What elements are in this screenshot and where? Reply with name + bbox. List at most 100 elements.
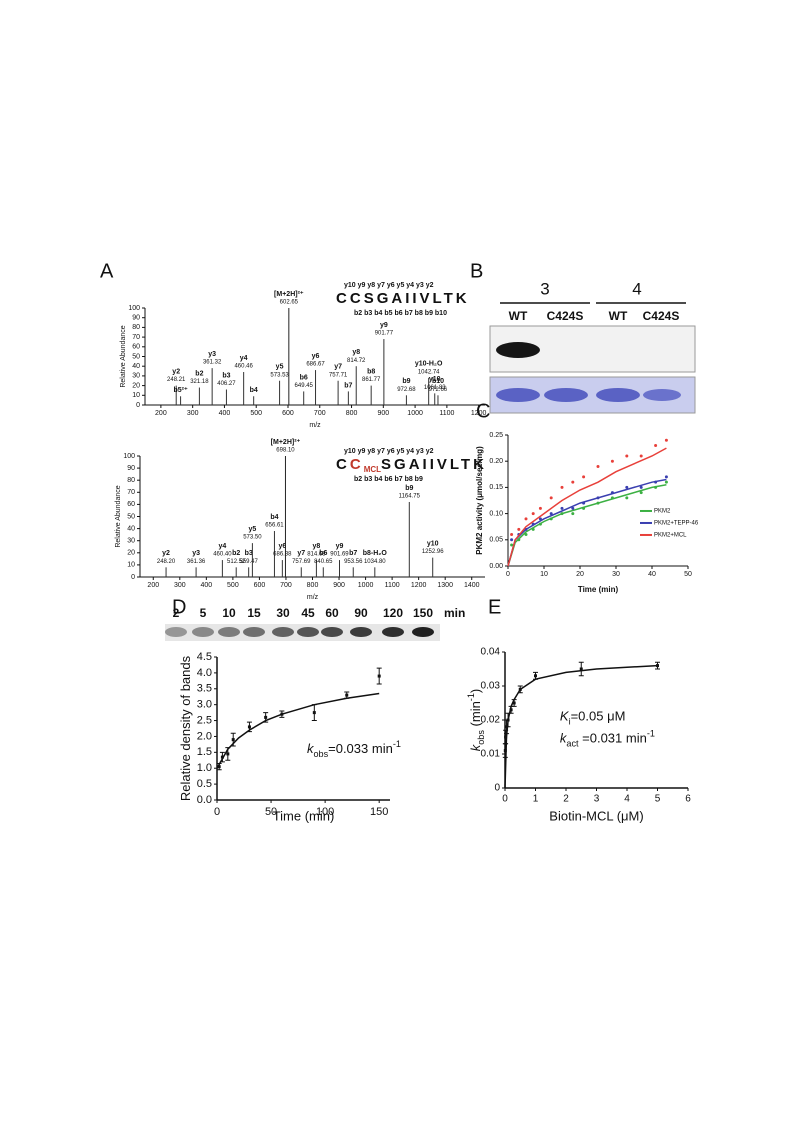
ion-label: b3	[245, 550, 253, 557]
x-tick-label: 2	[563, 794, 569, 805]
point	[345, 693, 349, 697]
lane-label: 45	[301, 606, 315, 620]
x-tick-label: 50	[265, 806, 277, 818]
y-tick-label: 2.0	[197, 730, 212, 742]
y-tick-label: 0.05	[489, 537, 503, 544]
y-tick-label: 0.01	[481, 749, 501, 760]
point	[664, 438, 668, 442]
x-tick-label: 400	[219, 410, 231, 417]
legend-label: PKM2+MCL	[654, 533, 687, 539]
point	[596, 464, 600, 468]
x-tick-label: 600	[282, 410, 294, 417]
x-tick-label: 6	[685, 794, 691, 805]
x-tick-label: 700	[314, 410, 326, 417]
point	[625, 485, 629, 489]
band	[243, 627, 265, 637]
gel-b: 3 4 WT C424S WT C424S	[489, 279, 696, 414]
point	[510, 543, 514, 547]
text-part: k	[560, 731, 568, 746]
y-tick-label: 0.03	[481, 681, 501, 692]
y-axis-label: PKM2 activity (μmol/sec/mg)	[475, 446, 484, 555]
ion-label: y6	[278, 543, 286, 550]
x-tick-label: 1300	[437, 582, 453, 589]
point	[538, 517, 542, 521]
mz-label: 840.65	[314, 559, 333, 565]
error-caps	[517, 685, 523, 694]
point	[560, 485, 564, 489]
ion-label: b8-H₂O	[363, 550, 388, 557]
y-tick-label: 50	[132, 353, 140, 360]
y-tick-label: 0	[494, 783, 500, 794]
x-tick-label: 500	[227, 582, 239, 589]
point	[518, 687, 522, 691]
ion-label: y9	[336, 543, 344, 550]
ion-label: y5	[248, 526, 256, 533]
ion-label: y2	[162, 550, 170, 557]
mz-label: 649.45	[295, 383, 314, 389]
mz-label: 573.53	[270, 372, 289, 378]
x-tick-label: 0	[214, 806, 220, 818]
ion-label: b8	[367, 368, 375, 375]
lane-label: C424S	[643, 309, 680, 323]
error-caps	[376, 667, 382, 685]
sequence: CCSGAIIVLTK	[336, 290, 470, 307]
y-tick-label: 70	[127, 489, 135, 496]
residue: C	[336, 290, 350, 307]
point	[596, 501, 600, 505]
gel-group: 3	[540, 279, 549, 298]
y-tick-label: 1.5	[197, 746, 212, 758]
point	[509, 708, 513, 712]
y-tick-label: 0	[131, 574, 135, 581]
x-tick-label: 1100	[385, 582, 400, 589]
lane-label: WT	[609, 309, 628, 323]
residue: C	[350, 456, 364, 473]
y-tick-label: 20	[127, 550, 135, 557]
point	[549, 496, 553, 500]
ion-label: b6	[319, 550, 327, 557]
residue: C	[336, 456, 350, 473]
ion-label: [M+2H]²⁺	[271, 439, 301, 446]
ion-label: b2	[195, 370, 203, 377]
x-tick-label: 3	[594, 794, 600, 805]
y-tick-label: 0.25	[489, 432, 503, 439]
mz-label: 248.20	[157, 559, 176, 565]
y-tick-label: 20	[132, 382, 140, 389]
mz-label: 1252.96	[422, 549, 444, 555]
ion-label: y10	[427, 540, 439, 547]
x-axis-label: Biotin-MCL (μM)	[549, 808, 643, 823]
fit-line	[216, 692, 380, 769]
mz-label: 953.56	[344, 559, 363, 565]
point	[579, 667, 583, 671]
error-caps	[263, 712, 269, 723]
x-axis-label: m/z	[307, 594, 319, 601]
y-tick-label: 0.20	[489, 458, 503, 465]
y-tick-label: 90	[127, 465, 135, 472]
text-part: -1	[393, 739, 401, 749]
y-tick-label: 60	[127, 501, 135, 508]
panel-label: A	[100, 260, 114, 282]
y-tick-label: 40	[132, 363, 140, 370]
ion-label: y7	[334, 364, 342, 371]
y-tick-label: 50	[127, 513, 135, 520]
point	[524, 533, 528, 537]
band	[321, 627, 343, 637]
residue: SGAIIVLTK	[364, 290, 470, 307]
ion-label: b6	[300, 374, 308, 381]
lane-label: 120	[383, 606, 403, 620]
fit-line	[507, 484, 667, 567]
band	[165, 627, 187, 637]
x-tick-label: 1200	[411, 582, 427, 589]
y-tick-label: 0.10	[489, 510, 503, 517]
ion-label: y3	[192, 550, 200, 557]
lane-label: C424S	[547, 309, 584, 323]
point	[560, 512, 564, 516]
y-tick-label: 100	[123, 453, 135, 460]
ion-label: b2	[232, 550, 240, 557]
mz-label: 460.40	[213, 552, 232, 558]
error-caps	[578, 661, 584, 677]
ion-label: y9	[380, 322, 388, 329]
error-caps	[344, 691, 350, 699]
y-tick-label: 80	[132, 324, 140, 331]
mz-label: 1061.83	[424, 385, 446, 391]
